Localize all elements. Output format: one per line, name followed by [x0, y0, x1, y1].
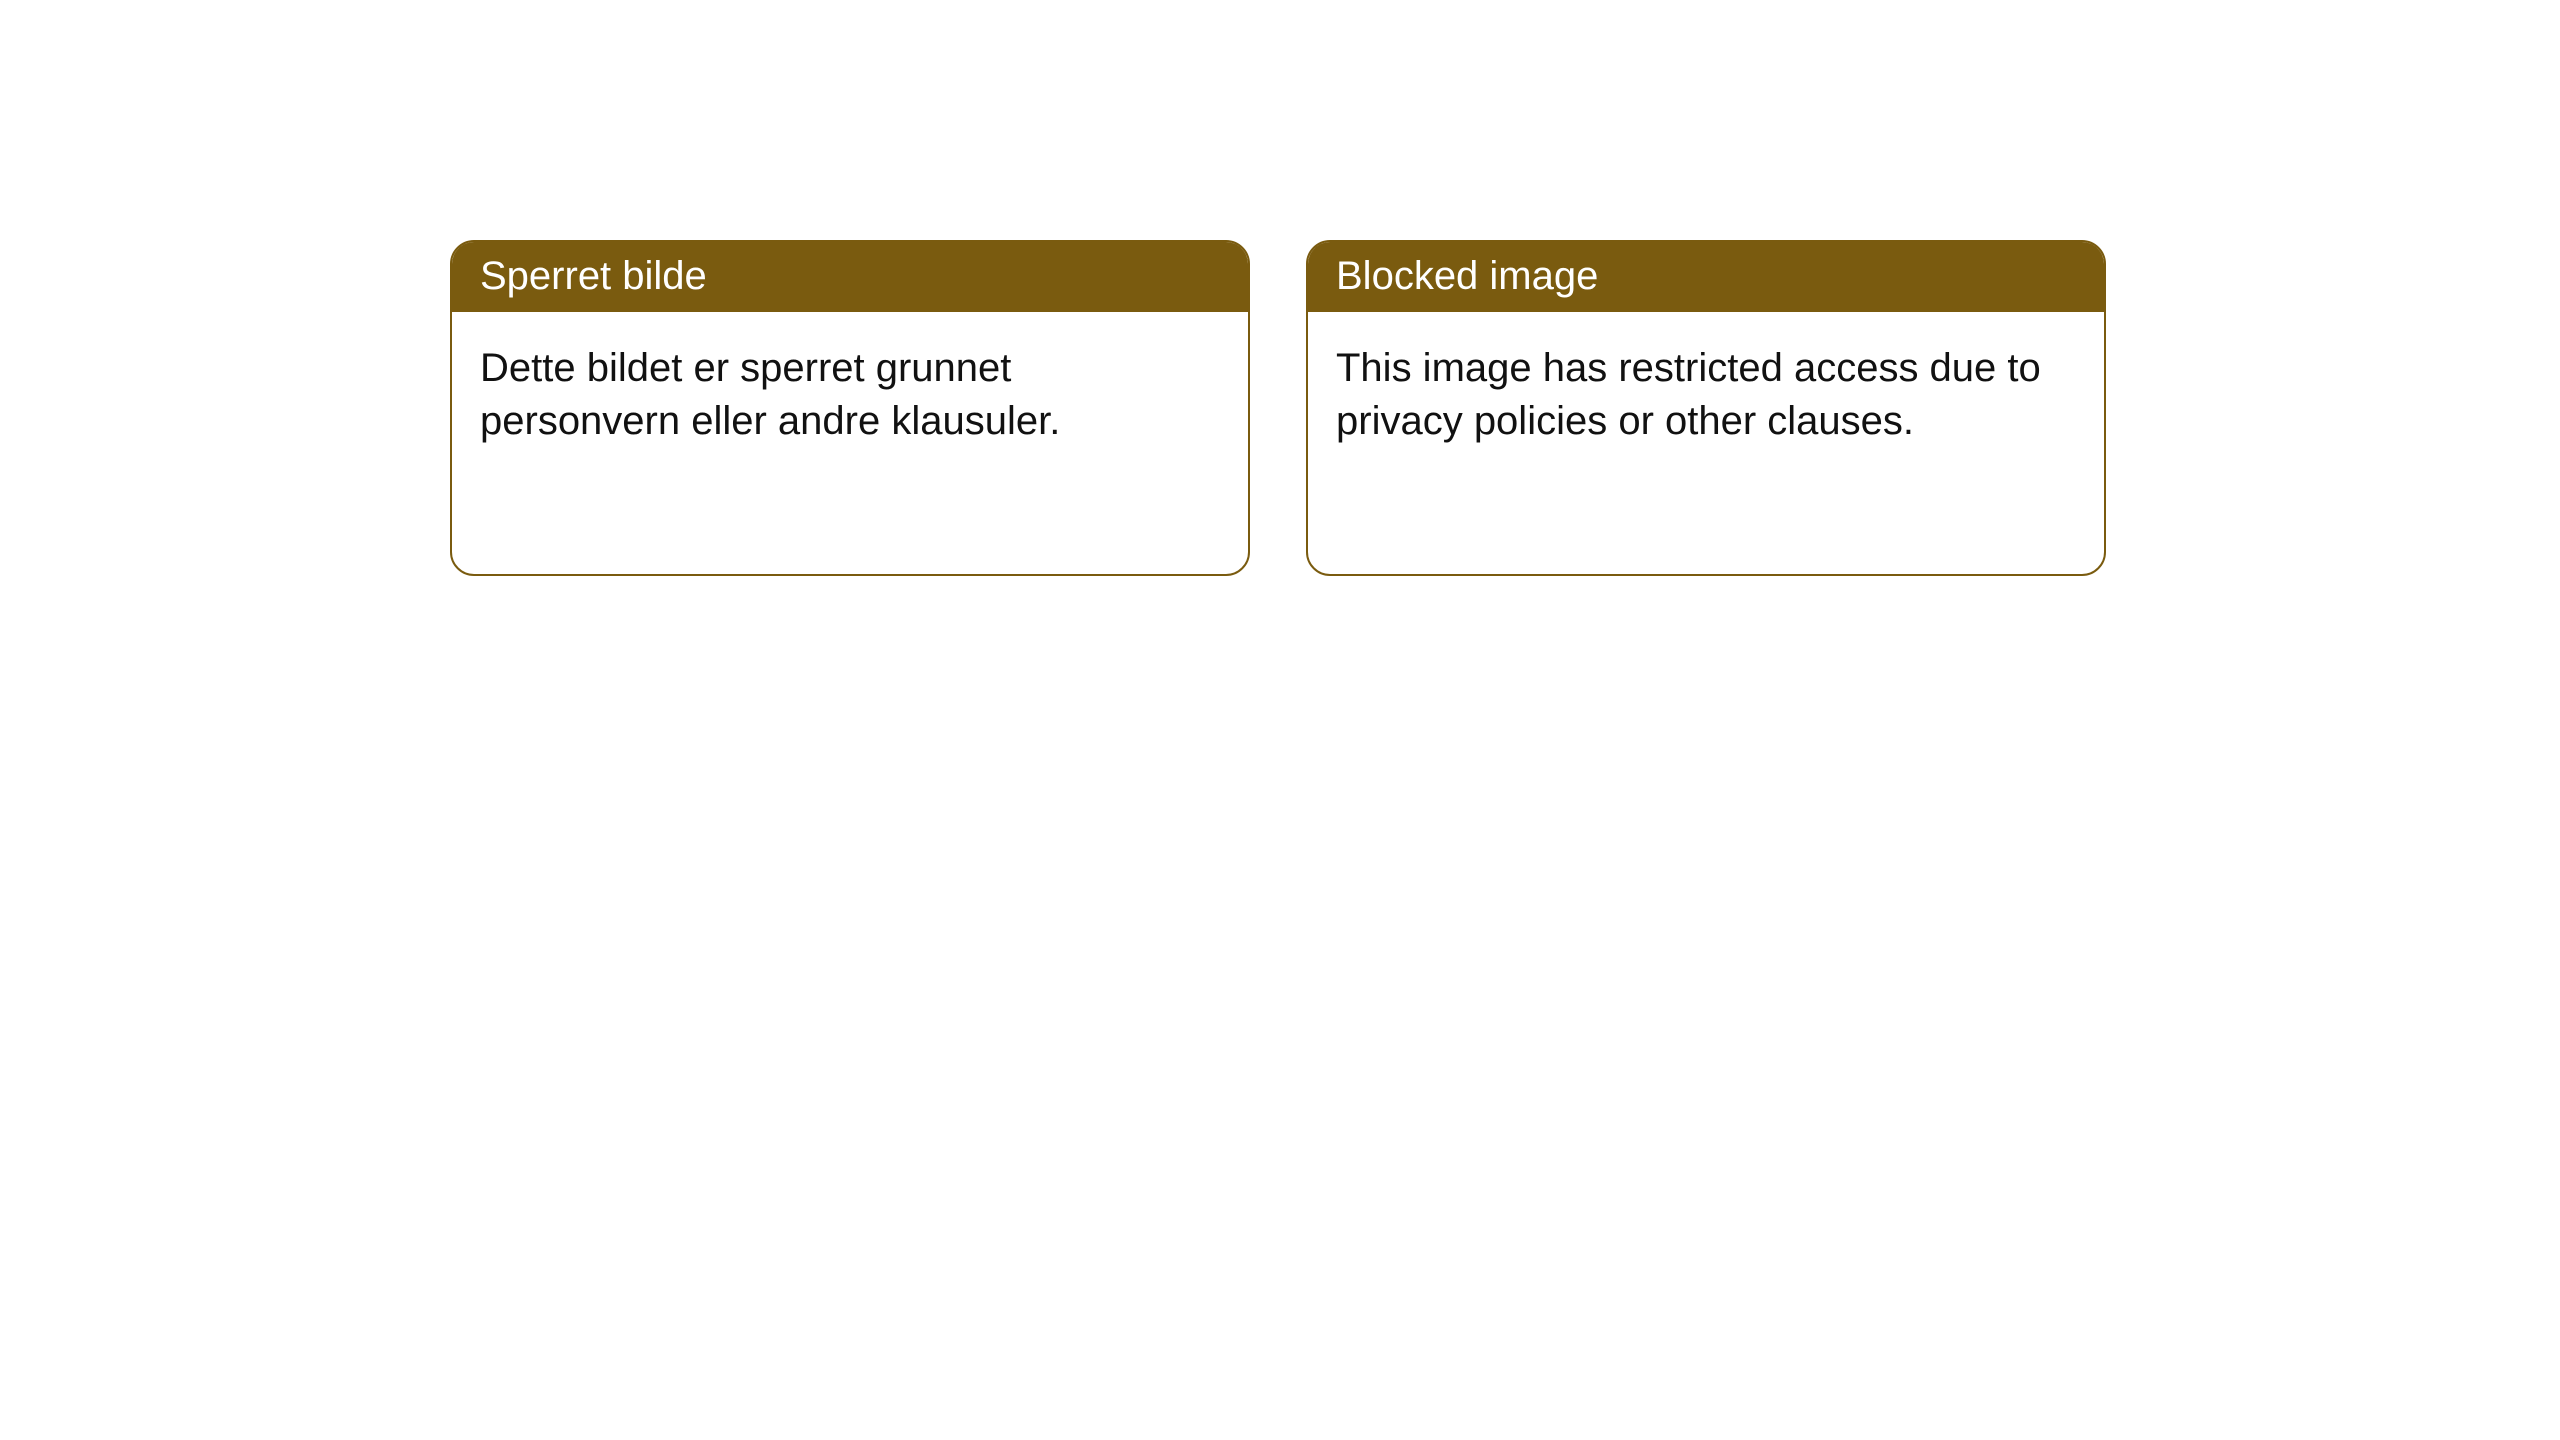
notice-card-no: Sperret bilde Dette bildet er sperret gr… — [450, 240, 1250, 576]
notice-cards-row: Sperret bilde Dette bildet er sperret gr… — [0, 0, 2560, 576]
notice-card-body: This image has restricted access due to … — [1308, 312, 2104, 476]
notice-card-body: Dette bildet er sperret grunnet personve… — [452, 312, 1248, 476]
notice-card-en: Blocked image This image has restricted … — [1306, 240, 2106, 576]
notice-card-title: Sperret bilde — [452, 242, 1248, 312]
notice-card-title: Blocked image — [1308, 242, 2104, 312]
